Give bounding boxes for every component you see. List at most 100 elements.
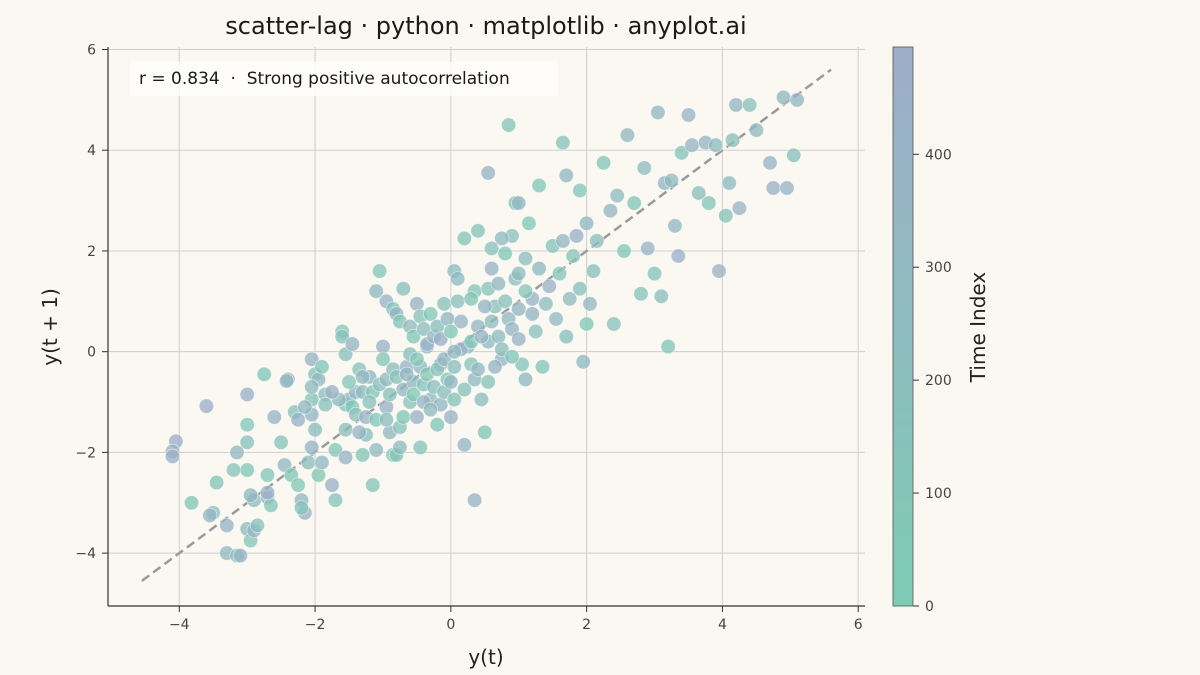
scatter-point	[405, 386, 422, 403]
scatter-point	[524, 306, 540, 322]
scatter-point	[511, 195, 527, 211]
scatter-point	[317, 396, 333, 413]
scatter-point	[409, 409, 425, 425]
chart-title: scatter-lag · python · matplotlib · anyp…	[225, 12, 746, 40]
scatter-point	[517, 283, 534, 299]
scatter-point	[701, 195, 717, 211]
colorbar-tick-label: 200	[925, 373, 952, 389]
scatter-point	[327, 442, 343, 458]
scatter-point	[473, 328, 489, 345]
scatter-point	[232, 547, 248, 564]
scatter-point	[304, 351, 320, 367]
scatter-point	[361, 394, 377, 410]
x-tick-label: −4	[169, 617, 190, 633]
scatter-point	[412, 439, 428, 455]
scatter-point	[541, 278, 557, 294]
scatter-point	[449, 293, 466, 309]
scatter-point	[494, 230, 510, 246]
scatter-point	[517, 371, 534, 387]
scatter-point	[368, 442, 384, 458]
scatter-point	[667, 218, 683, 234]
scatter-point	[660, 338, 676, 355]
scatter-point	[436, 351, 452, 367]
scatter-point	[477, 424, 493, 440]
scatter-point	[582, 296, 598, 312]
scatter-point	[378, 412, 394, 428]
scatter-point	[707, 137, 724, 153]
scatter-point	[456, 230, 472, 246]
scatter-point	[480, 165, 496, 181]
colorbar-tick-label: 100	[925, 486, 952, 502]
scatter-point	[558, 167, 574, 183]
scatter-point	[786, 147, 802, 163]
scatter-point	[511, 301, 527, 317]
scatter-point	[446, 391, 462, 408]
scatter-point	[446, 344, 462, 360]
scatter-point	[202, 507, 218, 524]
scatter-point	[517, 250, 534, 267]
scatter-point	[589, 233, 605, 249]
scatter-point	[728, 97, 744, 113]
scatter-point	[572, 182, 588, 199]
x-tick-label: 4	[718, 617, 727, 633]
scatter-point	[565, 248, 581, 264]
scatter-point	[409, 296, 425, 312]
scatter-point	[259, 467, 276, 483]
scatter-point	[500, 117, 517, 133]
scatter-point	[239, 386, 255, 403]
scatter-point	[466, 492, 483, 508]
scatter-point	[290, 477, 306, 493]
scatter-point	[290, 412, 306, 428]
scatter-point	[209, 474, 225, 491]
scatter-point	[304, 439, 320, 455]
scatter-points	[164, 89, 805, 564]
scatter-point	[395, 281, 411, 297]
scatter-point	[453, 313, 469, 330]
y-tick-label: 0	[87, 345, 96, 361]
scatter-point	[555, 233, 571, 249]
scatter-point	[555, 135, 571, 151]
y-tick-label: 2	[87, 244, 96, 260]
scatter-point	[399, 366, 415, 382]
scatter-point	[497, 245, 513, 262]
scatter-point	[470, 361, 486, 377]
scatter-point	[273, 434, 289, 450]
scatter-point	[531, 260, 547, 277]
scatter-point	[711, 263, 727, 279]
scatter-point	[249, 517, 265, 534]
scatter-point	[490, 276, 506, 292]
colorbar-tick-label: 300	[925, 260, 952, 276]
scatter-point	[429, 417, 445, 433]
scatter-point	[477, 298, 493, 314]
annotation-text: r = 0.834 · Strong positive autocorrelat…	[139, 69, 510, 89]
scatter-point	[409, 351, 425, 367]
x-tick-label: −2	[305, 617, 326, 633]
scatter-point	[443, 374, 459, 390]
scatter-point	[239, 417, 255, 433]
scatter-point	[578, 215, 595, 231]
scatter-point	[422, 401, 439, 418]
scatter-point	[568, 228, 585, 244]
scatter-point	[314, 454, 330, 471]
scatter-point	[562, 291, 578, 307]
scatter-point	[528, 323, 544, 340]
scatter-point	[198, 398, 214, 414]
scatter-point	[351, 424, 367, 440]
scatter-point	[314, 359, 330, 375]
scatter-point	[405, 328, 422, 345]
scatter-point	[436, 296, 452, 312]
y-tick-label: 4	[87, 143, 96, 159]
scatter-point	[266, 409, 282, 425]
scatter-point	[616, 243, 632, 259]
scatter-point	[422, 306, 439, 322]
scatter-point	[633, 286, 649, 302]
scatter-point	[653, 288, 669, 304]
scatter-point	[337, 449, 354, 465]
x-tick-label: 2	[582, 617, 591, 633]
scatter-point	[640, 240, 656, 256]
scatter-point	[619, 127, 636, 143]
scatter-point	[646, 265, 663, 282]
scatter-point	[558, 328, 574, 345]
scatter-point	[741, 97, 758, 113]
scatter-point	[718, 208, 734, 224]
